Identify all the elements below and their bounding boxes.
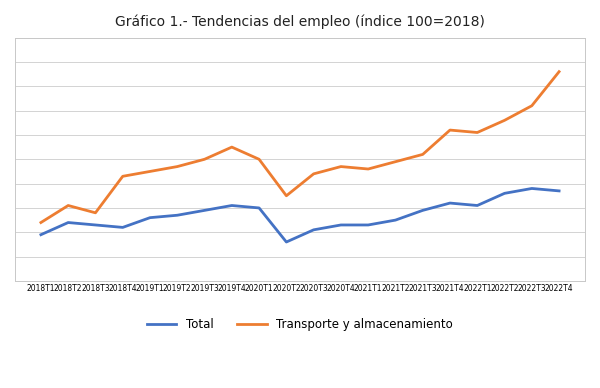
Transporte y almacenamiento <box>446 128 454 132</box>
Total <box>473 203 481 208</box>
Transporte y almacenamiento <box>419 152 427 157</box>
Total <box>173 213 181 218</box>
Transporte y almacenamiento <box>201 157 208 161</box>
Total <box>337 223 344 227</box>
Line: Total: Total <box>41 189 559 242</box>
Total <box>37 232 44 237</box>
Transporte y almacenamiento <box>556 69 563 74</box>
Transporte y almacenamiento <box>528 104 535 108</box>
Total <box>92 223 99 227</box>
Total <box>501 191 508 196</box>
Legend: Total, Transporte y almacenamiento: Total, Transporte y almacenamiento <box>142 314 458 336</box>
Total <box>419 208 427 213</box>
Transporte y almacenamiento <box>92 210 99 215</box>
Transporte y almacenamiento <box>37 220 44 225</box>
Total <box>446 201 454 205</box>
Total <box>119 225 127 230</box>
Line: Transporte y almacenamiento: Transporte y almacenamiento <box>41 72 559 223</box>
Total <box>283 240 290 244</box>
Total <box>365 223 372 227</box>
Transporte y almacenamiento <box>337 164 344 169</box>
Transporte y almacenamiento <box>119 174 127 178</box>
Transporte y almacenamiento <box>256 157 263 161</box>
Transporte y almacenamiento <box>173 164 181 169</box>
Total <box>146 215 154 220</box>
Transporte y almacenamiento <box>365 167 372 171</box>
Transporte y almacenamiento <box>473 130 481 135</box>
Total <box>556 189 563 193</box>
Total <box>256 206 263 210</box>
Title: Gráfico 1.- Tendencias del empleo (índice 100=2018): Gráfico 1.- Tendencias del empleo (índic… <box>115 15 485 29</box>
Transporte y almacenamiento <box>310 171 317 176</box>
Total <box>201 208 208 213</box>
Total <box>392 218 399 222</box>
Total <box>528 186 535 191</box>
Total <box>65 220 72 225</box>
Transporte y almacenamiento <box>283 194 290 198</box>
Transporte y almacenamiento <box>146 169 154 174</box>
Total <box>310 227 317 232</box>
Total <box>228 203 235 208</box>
Transporte y almacenamiento <box>501 118 508 123</box>
Transporte y almacenamiento <box>228 145 235 149</box>
Transporte y almacenamiento <box>392 159 399 164</box>
Transporte y almacenamiento <box>65 203 72 208</box>
